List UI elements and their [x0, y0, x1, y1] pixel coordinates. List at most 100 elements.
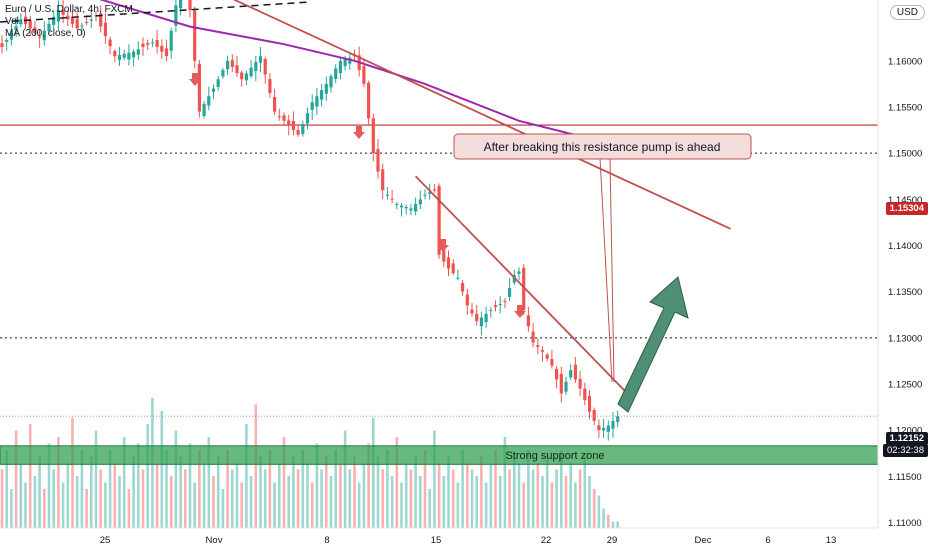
volume-bar [108, 450, 112, 528]
volume-bars [0, 398, 619, 528]
volume-bar [423, 450, 427, 528]
candle-body [324, 83, 328, 94]
volume-bar [259, 456, 262, 528]
volume-bar [437, 463, 441, 528]
trend-drawings[interactable] [0, 0, 731, 413]
candle-body [320, 90, 324, 100]
callout-text: After breaking this resistance pump is a… [484, 140, 721, 154]
volume-bar [451, 469, 455, 528]
volume-bar [221, 489, 225, 528]
volume-bar [24, 482, 27, 528]
support-zone-layer[interactable]: Strong support zone [0, 445, 879, 465]
ma-indicator-label[interactable]: MA (200, close, 0) [5, 28, 86, 39]
candle-body [9, 33, 13, 40]
candle-body [526, 315, 530, 327]
candle-body [395, 203, 399, 205]
candle-body [230, 60, 234, 67]
candle-body [80, 25, 84, 27]
candle-body [14, 26, 18, 31]
volume-bar [146, 424, 149, 528]
candle-body [249, 67, 253, 76]
volume-bar [99, 469, 102, 528]
volume-bar [456, 482, 460, 528]
volume-bar [19, 463, 23, 528]
volume-bar [315, 443, 319, 528]
volume-bar [113, 463, 117, 528]
volume-bar [320, 469, 323, 528]
peak-marker-arrow [437, 239, 449, 252]
candle-body [550, 359, 554, 366]
candle-body [461, 283, 465, 292]
candle-body [555, 368, 559, 380]
volume-bar [522, 482, 525, 528]
callout-layer[interactable]: After breaking this resistance pump is a… [453, 133, 752, 383]
candle-body [258, 56, 263, 63]
volume-bar [348, 469, 352, 528]
currency-button[interactable]: USD [889, 5, 925, 20]
candle-body [606, 425, 610, 432]
volume-bar [447, 456, 450, 528]
candle-body [315, 96, 319, 107]
candle-body [197, 63, 201, 112]
volume-bar [329, 476, 333, 528]
volume-bar [409, 469, 413, 528]
candle-body [89, 19, 93, 21]
price-tick-label: 1.14000 [888, 241, 922, 252]
volume-bar [75, 476, 79, 528]
volume-bar [94, 430, 98, 528]
candle-body [381, 169, 385, 191]
candle-body [47, 23, 51, 31]
candle-body [235, 65, 239, 74]
volume-bar [531, 469, 535, 528]
candle-body [193, 10, 197, 61]
support-zone-label: Strong support zone [505, 450, 604, 462]
volume-bar [5, 450, 8, 528]
candle-body [399, 205, 404, 208]
candle-body [226, 60, 230, 70]
volume-bar [325, 456, 328, 528]
volume-bar [306, 463, 309, 528]
candle-body [244, 73, 248, 81]
candle-body [414, 203, 418, 212]
volume-bar [296, 469, 300, 528]
volume-bar [212, 476, 215, 528]
candle-body [28, 20, 32, 29]
volume-bar [179, 456, 182, 528]
candle-body [348, 57, 352, 64]
candle-body [573, 364, 577, 380]
volume-bar [545, 456, 549, 528]
volume-bar [207, 437, 211, 528]
candle-body [174, 5, 178, 26]
volume-bar [414, 456, 417, 528]
candle-body [564, 381, 568, 392]
time-tick-label: Nov [206, 535, 223, 546]
volume-bar [339, 463, 342, 528]
candle-body [287, 120, 291, 126]
candle-body [211, 88, 216, 92]
candle-body [240, 72, 244, 80]
candle-body [536, 345, 540, 348]
candle-body [592, 409, 596, 421]
ma-200-line [99, 0, 604, 144]
volume-bar [376, 456, 380, 528]
candle-body [277, 116, 281, 118]
candle-body [56, 10, 60, 22]
candle-body [437, 185, 441, 255]
candle-body [141, 43, 145, 47]
volume-indicator-label[interactable]: Vol [5, 16, 19, 27]
candle-body [113, 51, 117, 57]
candle-body [254, 61, 258, 72]
symbol-title[interactable]: Euro / U.S. Dollar, 4h, FXCM [5, 4, 133, 15]
volume-bar [498, 476, 502, 528]
candle-body [202, 103, 206, 116]
time-tick-label: Dec [695, 535, 712, 546]
minor-resistance-trendline [414, 175, 628, 394]
peak-marker-arrow [514, 305, 526, 318]
volume-bar [588, 476, 591, 528]
candle-body [42, 30, 46, 41]
price-tick-label: 1.13500 [888, 287, 922, 298]
volume-bar [578, 469, 582, 528]
